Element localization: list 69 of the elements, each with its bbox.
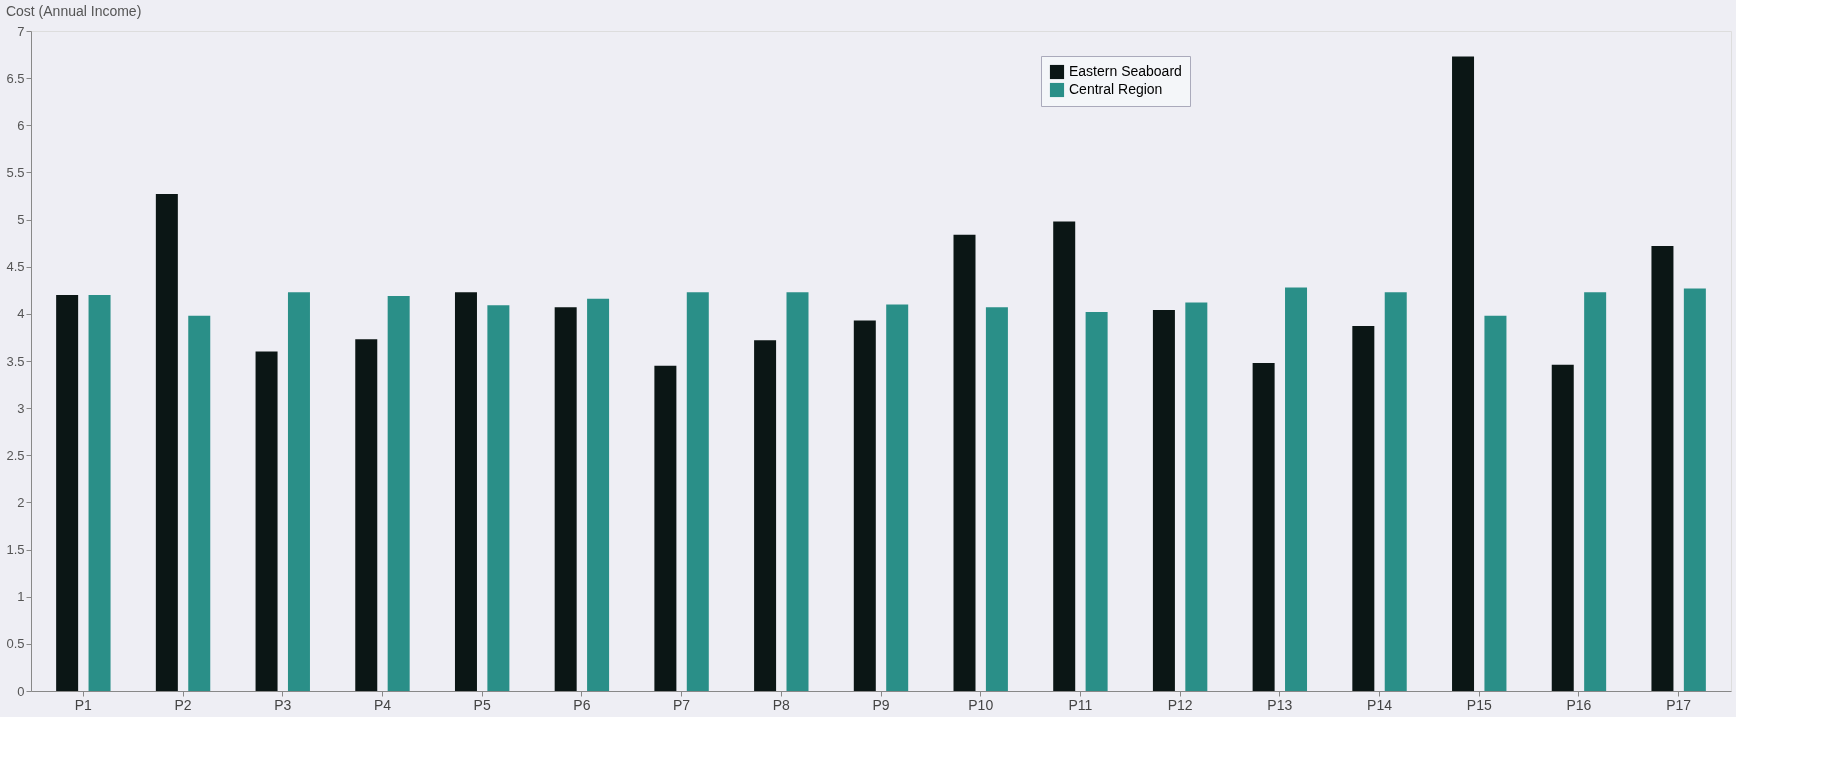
x-tick-label: P15: [1466, 696, 1492, 713]
y-tick-label: 0: [17, 683, 25, 699]
bar: [587, 298, 610, 691]
bar: [1484, 315, 1507, 691]
bar: [1584, 292, 1607, 691]
bar: [953, 234, 976, 691]
y-tick-label: 1.5: [6, 542, 25, 558]
y-tick-label: 2.5: [6, 447, 25, 463]
x-tick-label: P14: [1367, 696, 1393, 713]
bar: [686, 292, 709, 691]
legend-label: Eastern Seaboard: [1069, 63, 1182, 79]
x-tick-label: P13: [1267, 696, 1293, 713]
bar: [1085, 311, 1108, 691]
bar: [754, 340, 777, 691]
y-tick-label: 1: [17, 589, 25, 605]
bar: [155, 194, 178, 691]
bar: [1683, 288, 1706, 691]
x-tick-label: P12: [1167, 696, 1193, 713]
y-tick-label: 0.5: [6, 636, 25, 652]
x-tick-label: P5: [473, 696, 491, 713]
x-tick-label: P17: [1666, 696, 1692, 713]
bar: [255, 351, 278, 691]
bar: [985, 307, 1008, 691]
y-axis-title: Cost (Annual Income): [5, 3, 142, 19]
y-tick-label: 6: [17, 117, 25, 133]
bar: [786, 292, 809, 691]
x-tick-label: P16: [1566, 696, 1592, 713]
bar: [56, 295, 79, 691]
bar: [1053, 221, 1076, 691]
x-tick-label: P7: [673, 696, 691, 713]
y-tick-label: 3.5: [6, 353, 25, 369]
y-tick-label: 2: [17, 494, 25, 510]
bar: [853, 320, 876, 691]
bar: [1651, 245, 1674, 691]
bar: [1352, 326, 1375, 691]
x-tick-label: P8: [772, 696, 791, 713]
x-tick-label: P1: [74, 696, 93, 713]
y-tick-label: 3: [17, 400, 25, 416]
bar: [387, 295, 410, 691]
y-tick-label: 4.5: [6, 259, 25, 275]
bar: [554, 307, 577, 691]
x-tick-label: P2: [174, 696, 192, 713]
bar: [188, 315, 211, 691]
y-tick-label: 5: [17, 212, 25, 228]
bar: [287, 292, 310, 691]
y-tick-label: 4: [17, 306, 25, 322]
bar: [88, 295, 111, 691]
y-tick-label: 5.5: [6, 164, 25, 180]
bar: [355, 339, 378, 691]
bar: [1152, 310, 1175, 691]
bar: [487, 305, 510, 691]
bar: [1252, 362, 1275, 691]
x-tick-label: P4: [373, 696, 392, 713]
bar: [1185, 302, 1208, 691]
bar: [1384, 292, 1407, 691]
x-tick-label: P11: [1068, 696, 1093, 713]
bar: [654, 365, 677, 691]
legend-label: Central Region: [1069, 81, 1163, 97]
bar: [1285, 287, 1308, 691]
x-tick-label: P3: [274, 696, 292, 713]
x-tick-label: P10: [968, 696, 994, 713]
bar: [1551, 364, 1574, 691]
bar: [1452, 56, 1475, 691]
x-tick-label: P6: [573, 696, 591, 713]
x-tick-label: P9: [872, 696, 890, 713]
bar: [454, 292, 477, 691]
y-tick-label: 7: [17, 23, 25, 39]
bar: [886, 304, 909, 691]
y-tick-label: 6.5: [6, 70, 25, 86]
